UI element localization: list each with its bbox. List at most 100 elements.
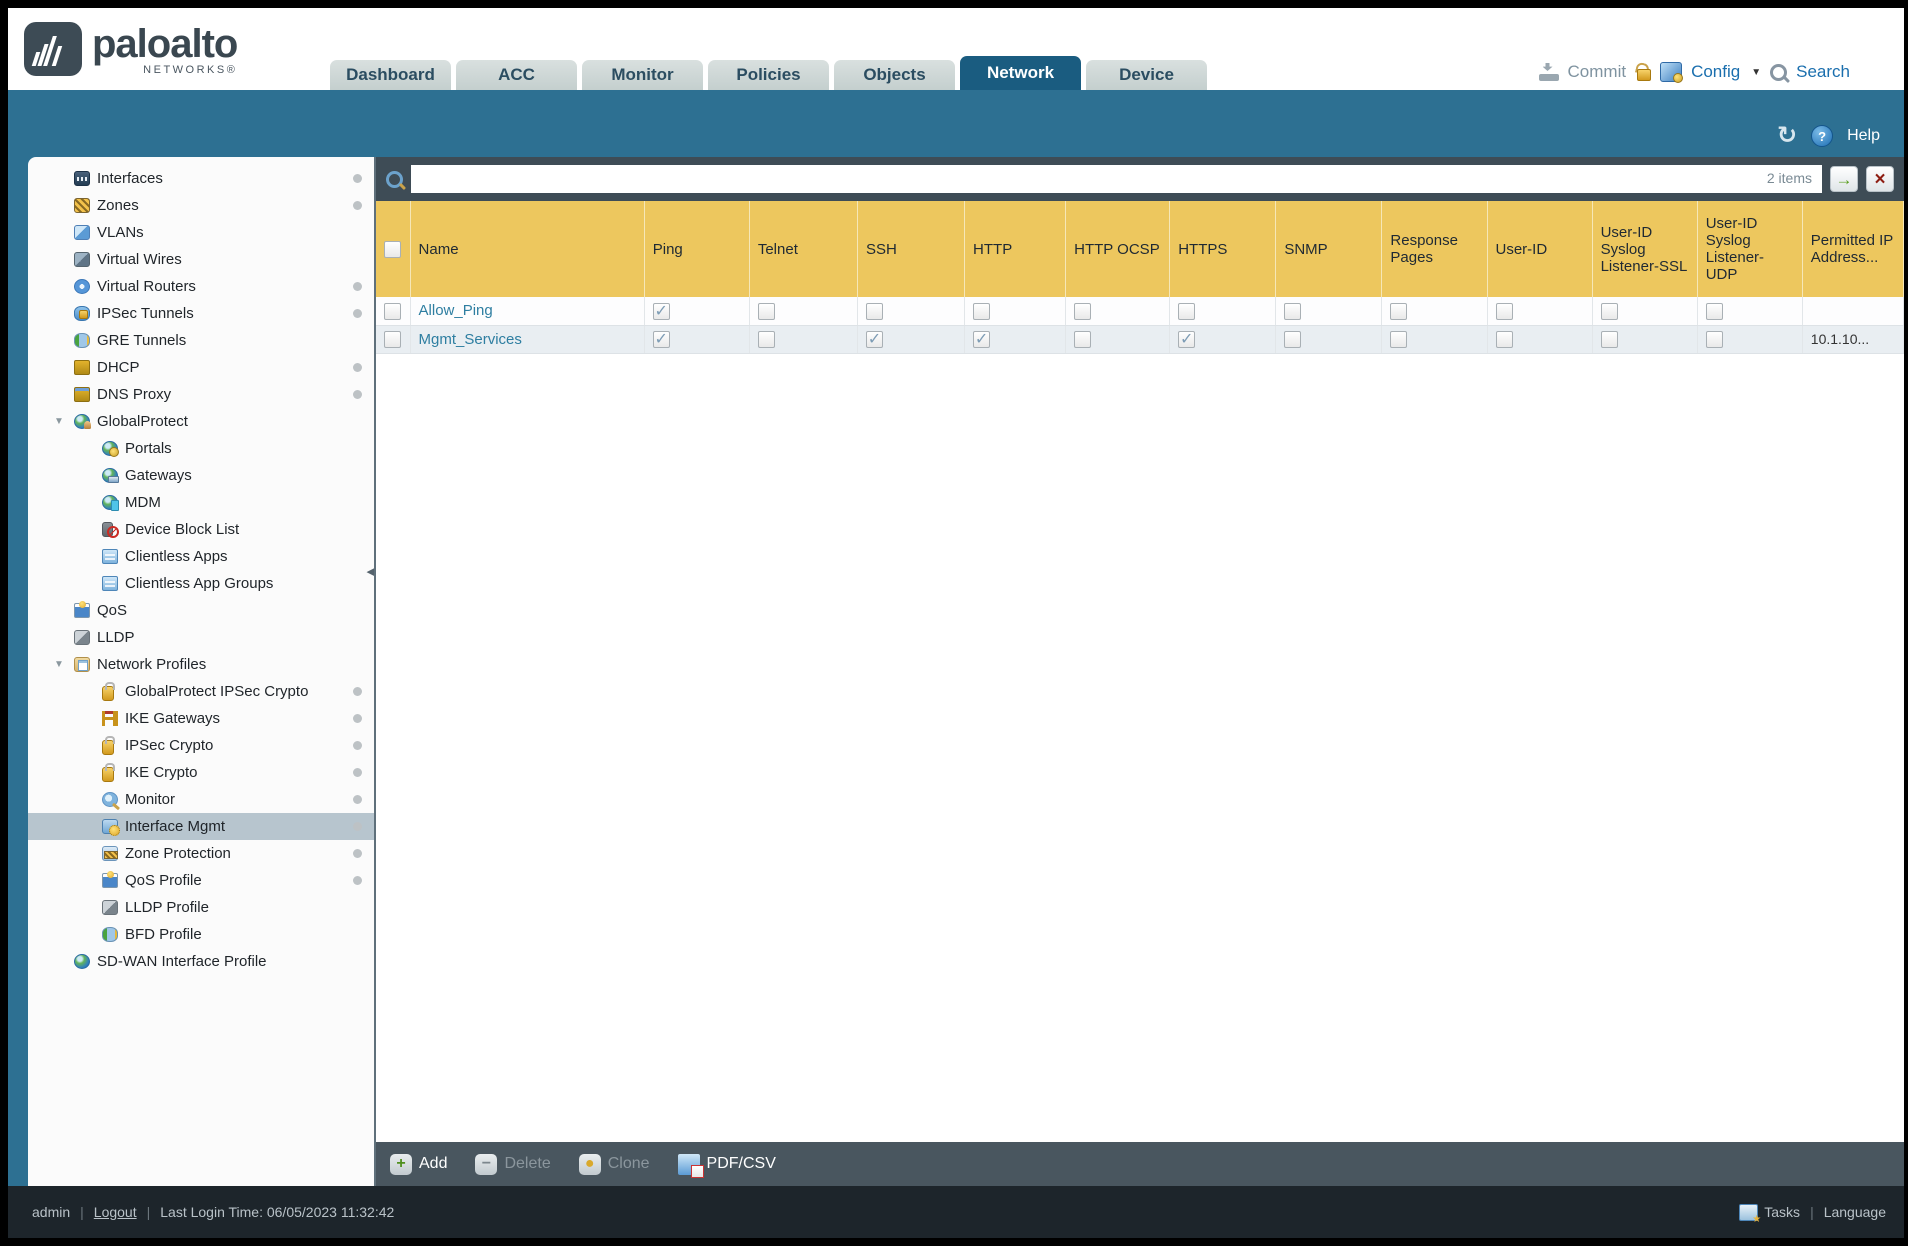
sidebar-item-virtual-wires[interactable]: Virtual Wires xyxy=(28,246,374,273)
column-header-http_ocsp[interactable]: HTTP OCSP xyxy=(1065,201,1171,297)
service-checkbox-http[interactable] xyxy=(973,302,991,320)
sidebar-item-dhcp[interactable]: DHCP xyxy=(28,354,374,381)
sidebar-item-lldp[interactable]: LLDP xyxy=(28,624,374,651)
service-checkbox-response_pages[interactable] xyxy=(1390,302,1408,320)
config-lock-icon[interactable] xyxy=(1635,63,1652,81)
column-header-http[interactable]: HTTP xyxy=(964,201,1067,297)
column-header-https[interactable]: HTTPS xyxy=(1169,201,1277,297)
service-checkbox-https[interactable] xyxy=(1178,302,1196,320)
column-header-user_id[interactable]: User-ID xyxy=(1487,201,1593,297)
clear-filter-button[interactable]: × xyxy=(1866,166,1894,192)
apply-filter-button[interactable]: → xyxy=(1830,166,1858,192)
refresh-icon[interactable]: ↻ xyxy=(1776,122,1798,149)
service-checkbox-user_id[interactable] xyxy=(1495,302,1513,320)
commit-button[interactable]: Commit xyxy=(1567,62,1627,81)
sidebar-item-portals[interactable]: Portals xyxy=(28,435,374,462)
sidebar-item-vlans[interactable]: VLANs xyxy=(28,219,374,246)
sidebar-item-ike-gateways[interactable]: IKE Gateways xyxy=(28,705,374,732)
service-checkbox-ssh[interactable]: ✓ xyxy=(865,330,883,349)
sidebar-item-virtual-routers[interactable]: Virtual Routers xyxy=(28,273,374,300)
sidebar-item-label: IPSec Tunnels xyxy=(97,305,194,322)
service-checkbox-http_ocsp[interactable] xyxy=(1074,302,1092,320)
sidebar-item-network-profiles[interactable]: ▼ Network Profiles xyxy=(28,651,374,678)
service-checkbox-http_ocsp[interactable] xyxy=(1074,330,1092,348)
band-controls: ↻ ? Help xyxy=(1776,122,1880,149)
sidebar-item-ipsec-tunnels[interactable]: IPSec Tunnels xyxy=(28,300,374,327)
tab-objects[interactable]: Objects xyxy=(834,60,955,90)
column-header-permitted_ip[interactable]: Permitted IP Address... xyxy=(1802,201,1904,297)
sidebar-item-qos[interactable]: QoS xyxy=(28,597,374,624)
column-header-ping[interactable]: Ping xyxy=(644,201,750,297)
select-all-checkbox[interactable] xyxy=(384,240,402,258)
row-checkbox[interactable] xyxy=(384,330,402,348)
sidebar-item-bfd-profile[interactable]: BFD Profile xyxy=(28,921,374,948)
service-checkbox-https[interactable]: ✓ xyxy=(1178,330,1196,349)
sidebar-item-monitor[interactable]: Monitor xyxy=(28,786,374,813)
service-checkbox-telnet[interactable] xyxy=(757,302,775,320)
logout-link[interactable]: Logout xyxy=(93,1204,137,1220)
column-header-user_id_syslog_listener_ssl[interactable]: User-ID Syslog Listener-SSL xyxy=(1592,201,1698,297)
sidebar-item-label: LLDP Profile xyxy=(125,899,209,916)
service-checkbox-snmp[interactable] xyxy=(1284,302,1302,320)
sidebar-item-clientless-apps[interactable]: Clientless Apps xyxy=(28,543,374,570)
column-header-response_pages[interactable]: Response Pages xyxy=(1381,201,1488,297)
sidebar-item-dns-proxy[interactable]: DNS Proxy xyxy=(28,381,374,408)
help-icon[interactable]: ? xyxy=(1811,125,1834,147)
help-label[interactable]: Help xyxy=(1847,127,1880,144)
sidebar-item-interfaces[interactable]: Interfaces xyxy=(28,165,374,192)
service-checkbox-user_id_syslog_listener_udp[interactable] xyxy=(1705,330,1723,348)
sidebar-item-gre-tunnels[interactable]: GRE Tunnels xyxy=(28,327,374,354)
sidebar-item-zone-protection[interactable]: Zone Protection xyxy=(28,840,374,867)
column-header-name[interactable]: Name xyxy=(410,201,645,297)
tab-dashboard[interactable]: Dashboard xyxy=(330,60,451,90)
sidebar-item-ike-crypto[interactable]: IKE Crypto xyxy=(28,759,374,786)
sidebar-collapse-icon[interactable]: ◀ xyxy=(366,566,375,578)
service-checkbox-snmp[interactable] xyxy=(1284,330,1302,348)
column-header-ssh[interactable]: SSH xyxy=(857,201,966,297)
profile-name-link[interactable]: Mgmt_Services xyxy=(418,330,522,348)
sidebar-item-gateways[interactable]: Gateways xyxy=(28,462,374,489)
expander-open-icon[interactable]: ▼ xyxy=(54,416,64,427)
service-checkbox-ping[interactable]: ✓ xyxy=(652,302,670,321)
sidebar-item-label: IPSec Crypto xyxy=(125,737,214,754)
add-button[interactable]: + Add xyxy=(390,1153,447,1175)
service-checkbox-user_id_syslog_listener_udp[interactable] xyxy=(1705,302,1723,320)
service-checkbox-telnet[interactable] xyxy=(757,330,775,348)
sidebar-item-label: Virtual Routers xyxy=(97,278,196,295)
service-checkbox-http[interactable]: ✓ xyxy=(973,330,991,349)
config-menu[interactable]: Config xyxy=(1691,62,1741,81)
tab-device[interactable]: Device xyxy=(1086,60,1207,90)
profile-name-link[interactable]: Allow_Ping xyxy=(418,302,493,320)
tab-policies[interactable]: Policies xyxy=(708,60,829,90)
service-checkbox-user_id_syslog_listener_ssl[interactable] xyxy=(1600,330,1618,348)
service-checkbox-ssh[interactable] xyxy=(865,302,883,320)
sidebar-item-sd-wan-interface-profile[interactable]: SD-WAN Interface Profile xyxy=(28,948,374,975)
service-checkbox-response_pages[interactable] xyxy=(1390,330,1408,348)
sidebar-item-clientless-app-groups[interactable]: Clientless App Groups xyxy=(28,570,374,597)
pdf-csv-button[interactable]: PDF/CSV xyxy=(677,1153,776,1178)
sidebar-item-globalprotect[interactable]: ▼ GlobalProtect xyxy=(28,408,374,435)
column-header-telnet[interactable]: Telnet xyxy=(749,201,858,297)
sidebar-item-interface-mgmt[interactable]: Interface Mgmt xyxy=(28,813,374,840)
service-checkbox-user_id[interactable] xyxy=(1495,330,1513,348)
service-checkbox-user_id_syslog_listener_ssl[interactable] xyxy=(1600,302,1618,320)
tab-monitor[interactable]: Monitor xyxy=(582,60,703,90)
tab-network[interactable]: Network xyxy=(960,56,1081,90)
expander-open-icon[interactable]: ▼ xyxy=(54,659,64,670)
sidebar-item-qos-profile[interactable]: QoS Profile xyxy=(28,867,374,894)
sidebar-item-mdm[interactable]: MDM xyxy=(28,489,374,516)
tab-acc[interactable]: ACC xyxy=(456,60,577,90)
sidebar-item-globalprotect-ipsec-crypto[interactable]: GlobalProtect IPSec Crypto xyxy=(28,678,374,705)
row-checkbox[interactable] xyxy=(384,302,402,320)
column-header-user_id_syslog_listener_udp[interactable]: User-ID Syslog Listener-UDP xyxy=(1697,201,1803,297)
sidebar-item-lldp-profile[interactable]: LLDP Profile xyxy=(28,894,374,921)
tasks-button[interactable]: Tasks xyxy=(1764,1204,1801,1220)
column-header-snmp[interactable]: SNMP xyxy=(1275,201,1383,297)
service-checkbox-ping[interactable]: ✓ xyxy=(652,330,670,349)
sidebar-item-device-block-list[interactable]: Device Block List xyxy=(28,516,374,543)
filter-input[interactable] xyxy=(411,165,1822,193)
language-button[interactable]: Language xyxy=(1823,1204,1886,1220)
global-search-button[interactable]: Search xyxy=(1796,62,1850,81)
sidebar-item-ipsec-crypto[interactable]: IPSec Crypto xyxy=(28,732,374,759)
sidebar-item-zones[interactable]: Zones xyxy=(28,192,374,219)
